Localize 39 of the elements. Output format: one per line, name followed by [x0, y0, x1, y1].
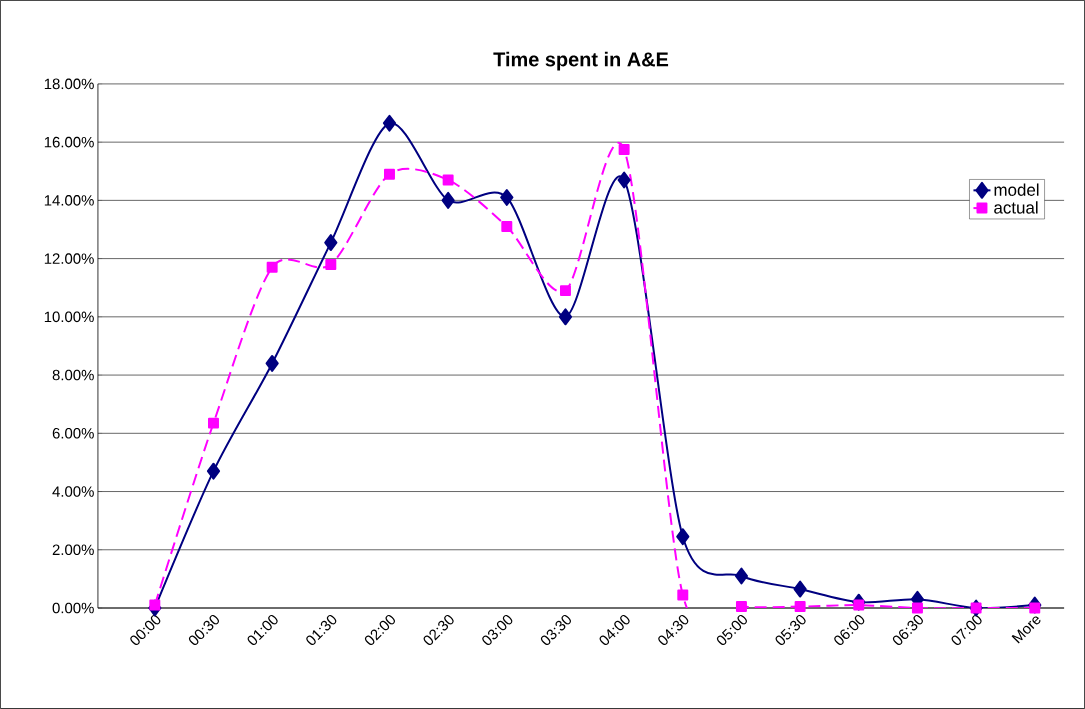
point [793, 580, 807, 598]
point [383, 168, 395, 180]
y-tick-label: 12.00% [44, 253, 94, 264]
point [677, 589, 689, 601]
point [266, 261, 278, 273]
point [676, 528, 690, 546]
chart-title: Time spent in A&E [493, 51, 669, 71]
point [149, 599, 161, 611]
y-tick-label: 8.00% [52, 369, 94, 381]
point [500, 189, 514, 206]
point [501, 221, 513, 233]
y-tick-label: 18.00% [44, 78, 94, 90]
point [735, 601, 747, 613]
y-tick-label: 14.00% [44, 195, 94, 206]
point [382, 114, 397, 132]
point [911, 602, 923, 614]
point [265, 354, 279, 372]
point [206, 462, 221, 480]
y-tick-label: 6.00% [52, 428, 94, 439]
point [1029, 602, 1041, 614]
point [442, 174, 454, 186]
y-tick-label: 0.00% [52, 602, 94, 614]
point [617, 171, 631, 189]
y-tick-label: 2.00% [52, 544, 94, 556]
point [208, 417, 219, 429]
point [794, 601, 806, 613]
point [559, 285, 571, 297]
point [324, 234, 338, 252]
y-tick-label: 4.00% [52, 486, 94, 497]
point [734, 567, 749, 585]
point [618, 143, 630, 155]
point [558, 308, 573, 326]
y-tick-label: 10.00% [44, 311, 94, 323]
point [853, 599, 865, 611]
point [325, 258, 337, 270]
legend-label: model [994, 183, 1039, 196]
y-tick-label: 16.00% [44, 136, 94, 148]
legend-label: actual [994, 201, 1038, 214]
point [441, 191, 455, 209]
